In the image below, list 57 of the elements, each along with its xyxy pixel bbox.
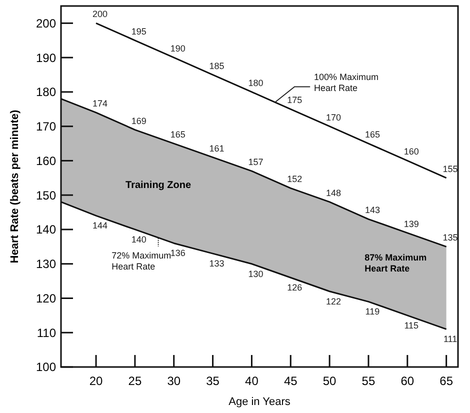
y-tick-label: 110 <box>36 326 56 340</box>
data-label: 126 <box>287 282 302 293</box>
text: 100% Maximum Heart Rate <box>314 72 379 93</box>
data-label: 175 <box>287 95 302 106</box>
x-tick-label: 60 <box>400 374 414 388</box>
data-label: 195 <box>131 26 146 36</box>
data-label: 122 <box>326 296 342 306</box>
data-label: 200 <box>92 9 108 20</box>
data-label: 148 <box>326 188 342 198</box>
data-label: 135 <box>442 232 458 243</box>
data-label: 139 <box>404 218 419 229</box>
data-label: 161 <box>209 143 224 154</box>
data-label: 140 <box>131 234 146 244</box>
data-label: 133 <box>209 258 224 269</box>
y-tick-label: 130 <box>36 257 56 272</box>
data-label: 144 <box>92 220 108 231</box>
y-tick-label: 170 <box>36 120 56 134</box>
x-tick-label: 45 <box>284 374 298 388</box>
y-tick-label: 190 <box>36 50 56 65</box>
data-label: 157 <box>248 157 264 168</box>
data-label: 115 <box>404 320 419 330</box>
y-tick-label: 150 <box>36 188 56 202</box>
x-tick-label: 35 <box>206 374 220 388</box>
series-label: 87% Maximum Heart Rate <box>364 252 427 274</box>
x-tick-label: 30 <box>167 374 181 388</box>
y-tick-label: 160 <box>36 154 56 168</box>
x-axis-title: Age in Years <box>228 396 291 408</box>
data-label: 130 <box>248 268 264 279</box>
data-label: 152 <box>287 174 302 184</box>
data-label: 155 <box>442 164 458 174</box>
x-tick-label: 50 <box>322 374 337 388</box>
y-axis-title: Heart Rate (beats per minute) <box>9 109 21 264</box>
y-tick-label: 100 <box>36 360 56 374</box>
data-label: 160 <box>404 146 419 157</box>
y-tick-label: 200 <box>36 16 56 30</box>
data-label: 190 <box>170 44 186 54</box>
data-label: 111 <box>443 334 458 344</box>
data-label: 170 <box>326 112 342 122</box>
data-label: 185 <box>209 60 224 71</box>
x-tick-label: 20 <box>89 374 104 388</box>
x-tick-label: 25 <box>128 374 142 388</box>
data-label: 165 <box>170 130 186 140</box>
data-label: 174 <box>92 98 108 109</box>
y-tick-label: 140 <box>36 222 56 237</box>
data-label: 119 <box>365 306 380 317</box>
series-label: 72% Maximum Heart Rate <box>112 250 172 272</box>
y-tick-label: 180 <box>36 85 56 100</box>
x-tick-label: 40 <box>245 374 259 388</box>
data-label: 169 <box>131 116 146 126</box>
data-label: 180 <box>248 78 264 88</box>
annotation: Training Zone <box>126 180 192 192</box>
data-label: 136 <box>170 248 186 258</box>
y-tick-label: 120 <box>36 291 56 306</box>
x-tick-label: 55 <box>362 374 376 388</box>
x-tick-label: 65 <box>440 374 454 388</box>
data-label: 143 <box>364 205 380 216</box>
data-label: 165 <box>364 130 380 140</box>
